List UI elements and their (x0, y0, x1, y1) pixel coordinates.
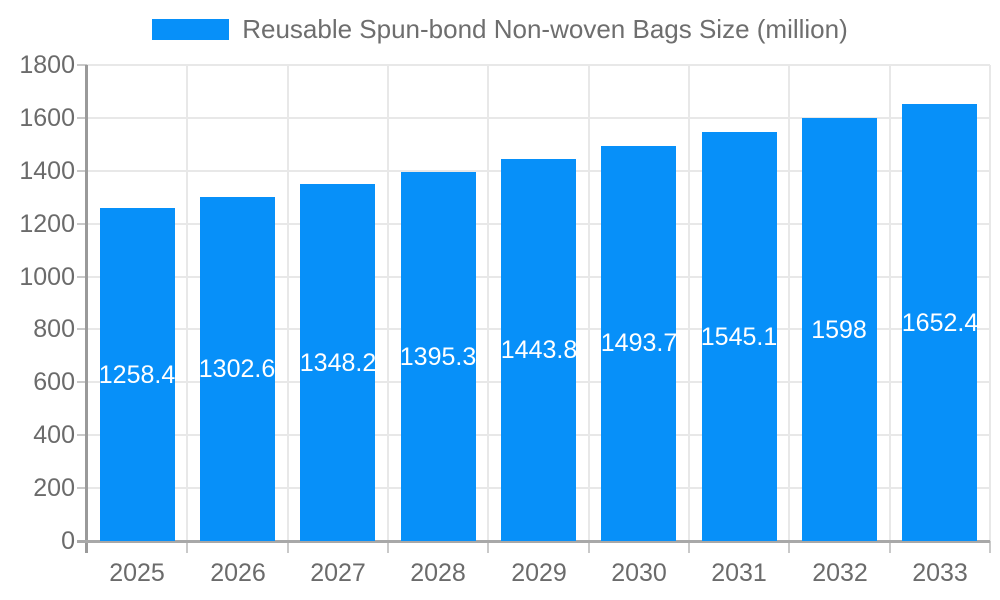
bar-value-label: 1258.4 (98, 361, 176, 389)
v-gridline (588, 65, 590, 541)
v-gridline (487, 65, 489, 541)
y-axis-line (85, 65, 88, 553)
bar (501, 159, 576, 541)
x-tick-mark (889, 541, 891, 553)
h-gridline (87, 64, 990, 66)
legend-label: Reusable Spun-bond Non-woven Bags Size (… (242, 14, 848, 44)
v-gridline (287, 65, 289, 541)
y-axis-tick-label: 200 (33, 474, 75, 502)
bar-value-label: 1598 (811, 316, 867, 344)
x-axis-tick-label: 2028 (410, 559, 466, 587)
x-axis-tick-label: 2030 (611, 559, 667, 587)
y-tick-mark (77, 276, 87, 278)
bar (200, 197, 275, 541)
v-gridline (889, 65, 891, 541)
v-gridline (989, 65, 991, 541)
x-axis-tick-label: 2033 (912, 559, 968, 587)
v-gridline (688, 65, 690, 541)
y-axis-tick-label: 600 (33, 368, 75, 396)
bar (100, 208, 175, 541)
x-axis-tick-label: 2027 (310, 559, 366, 587)
bar-value-label: 1302.6 (198, 355, 276, 383)
y-axis-tick-label: 1400 (19, 157, 75, 185)
y-axis-tick-label: 1000 (19, 263, 75, 291)
bar (601, 146, 676, 541)
y-axis-tick-label: 0 (61, 527, 75, 555)
y-tick-mark (77, 170, 87, 172)
x-tick-mark (186, 541, 188, 553)
y-axis-tick-label: 1600 (19, 104, 75, 132)
bar (401, 172, 476, 541)
x-axis-tick-label: 2031 (711, 559, 767, 587)
bar-value-label: 1545.1 (700, 323, 778, 351)
bar (902, 104, 977, 541)
v-gridline (387, 65, 389, 541)
legend-swatch (152, 19, 230, 40)
x-tick-mark (287, 541, 289, 553)
y-axis-tick-label: 1200 (19, 210, 75, 238)
y-axis-tick-label: 800 (33, 315, 75, 343)
h-gridline (87, 117, 990, 119)
x-axis-tick-label: 2025 (109, 559, 165, 587)
x-tick-mark (387, 541, 389, 553)
y-tick-mark (77, 381, 87, 383)
bar (802, 118, 877, 541)
bar (702, 132, 777, 541)
x-axis-tick-label: 2026 (210, 559, 266, 587)
y-tick-mark (77, 223, 87, 225)
legend-item[interactable]: Reusable Spun-bond Non-woven Bags Size (… (152, 14, 848, 45)
bar-value-label: 1493.7 (600, 329, 678, 357)
bar-value-label: 1652.4 (901, 309, 979, 337)
x-tick-mark (989, 541, 991, 553)
v-gridline (788, 65, 790, 541)
y-tick-mark (77, 434, 87, 436)
y-tick-mark (77, 64, 87, 66)
y-axis-tick-label: 1800 (19, 51, 75, 79)
bar-value-label: 1348.2 (299, 349, 377, 377)
y-tick-mark (77, 487, 87, 489)
bar (300, 184, 375, 541)
x-tick-mark (688, 541, 690, 553)
y-tick-mark (77, 328, 87, 330)
x-axis-tick-label: 2032 (812, 559, 868, 587)
v-gridline (186, 65, 188, 541)
legend: Reusable Spun-bond Non-woven Bags Size (… (0, 14, 1000, 45)
y-tick-mark (77, 117, 87, 119)
x-tick-mark (487, 541, 489, 553)
bar-value-label: 1395.3 (399, 343, 477, 371)
y-axis-tick-label: 400 (33, 421, 75, 449)
x-tick-mark (788, 541, 790, 553)
bar-value-label: 1443.8 (500, 336, 578, 364)
x-axis-tick-label: 2029 (511, 559, 567, 587)
x-axis-line (77, 540, 990, 543)
x-tick-mark (588, 541, 590, 553)
